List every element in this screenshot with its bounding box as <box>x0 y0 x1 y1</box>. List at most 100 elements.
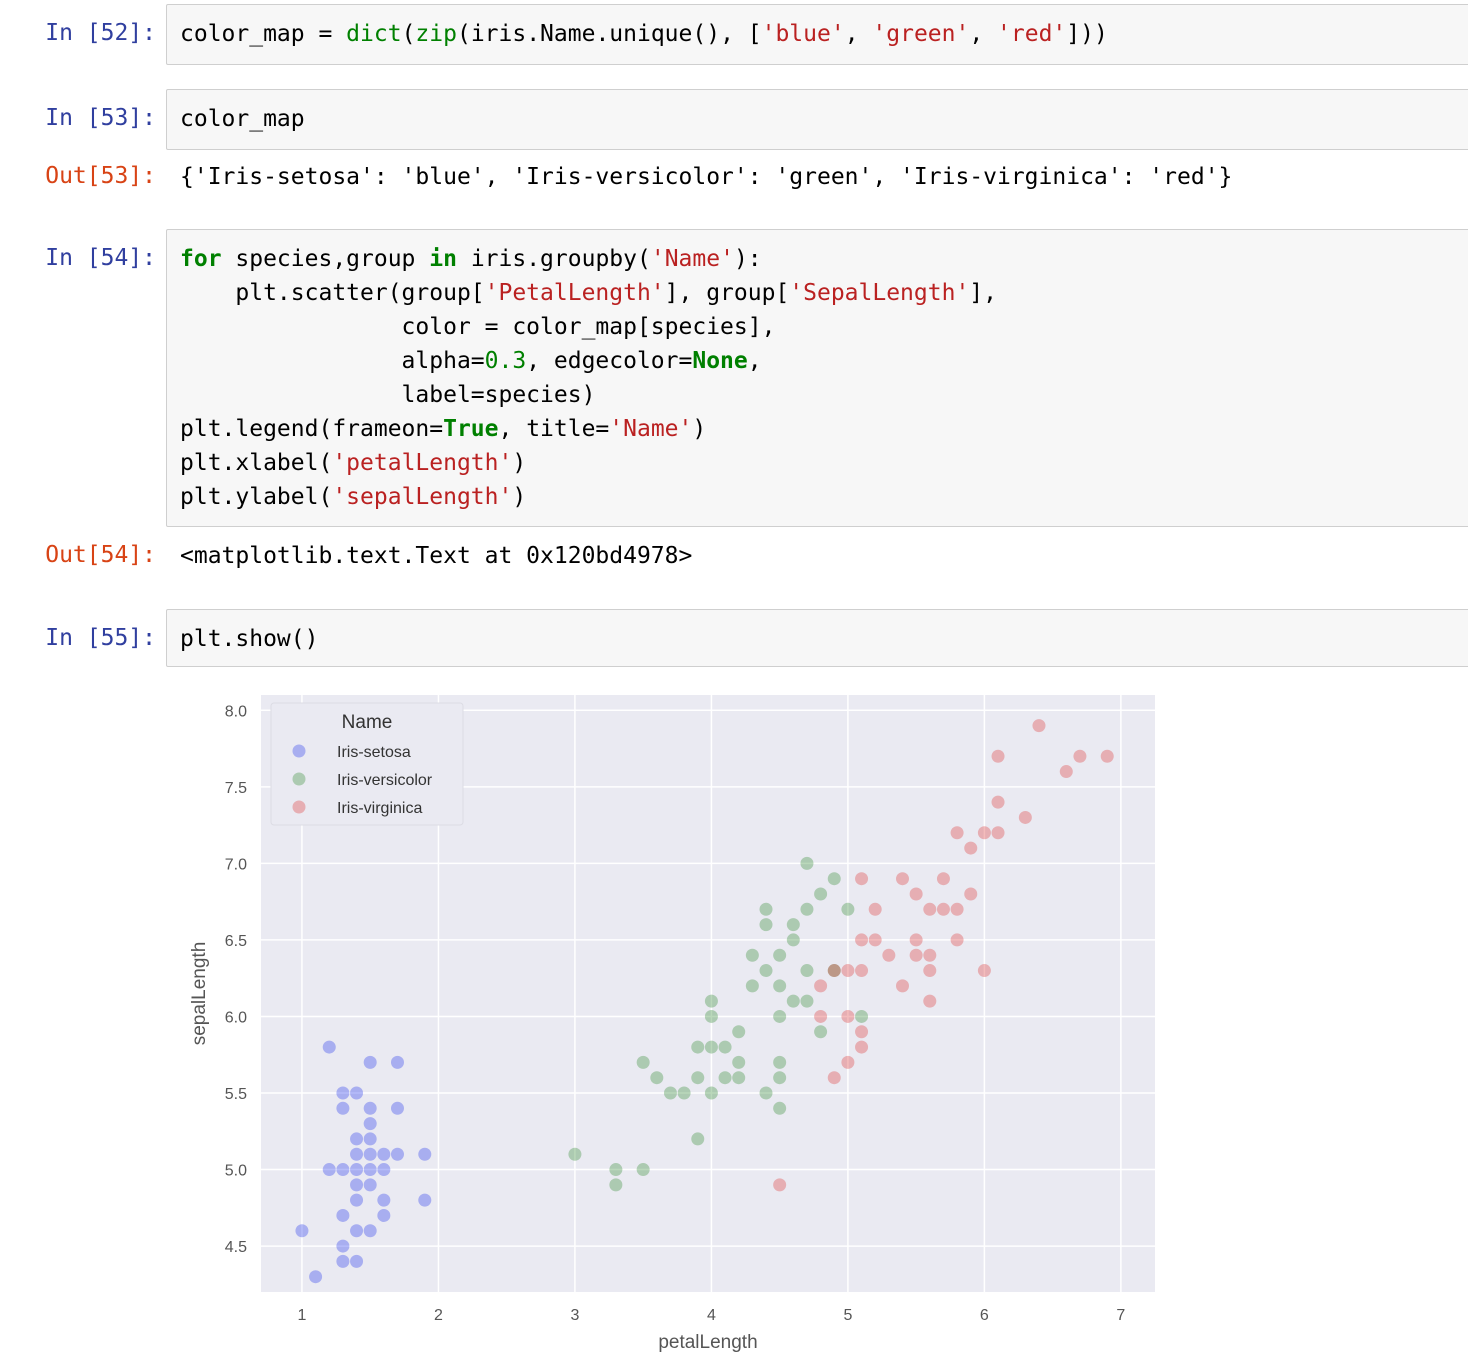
code-token: plt.xlabel( <box>180 450 333 476</box>
data-point <box>322 1163 336 1177</box>
data-point <box>773 1009 787 1023</box>
data-point <box>418 1193 432 1207</box>
data-point <box>350 1163 364 1177</box>
data-point <box>322 1040 336 1054</box>
data-point <box>909 933 923 947</box>
cell-54-code: for species,group in iris.groupby('Name'… <box>180 242 997 514</box>
x-tick-label: 1 <box>297 1307 306 1324</box>
cell-53-output: {'Iris-setosa': 'blue', 'Iris-versicolor… <box>180 164 1233 190</box>
code-token: , <box>844 21 873 47</box>
data-point <box>609 1163 623 1177</box>
code-token: ], <box>969 280 997 306</box>
data-point <box>950 933 964 947</box>
data-point <box>759 902 773 916</box>
data-point <box>977 964 991 978</box>
code-token: ) <box>692 416 707 442</box>
data-point <box>923 902 937 916</box>
code-token: for <box>180 246 222 272</box>
data-point <box>363 1224 377 1238</box>
data-point <box>773 1178 787 1192</box>
cell-53-input[interactable] <box>166 89 1468 150</box>
code-token: , title= <box>498 416 610 442</box>
y-tick-label: 4.5 <box>225 1239 247 1256</box>
code-token: 0.3 <box>484 348 527 374</box>
data-point <box>923 948 937 962</box>
data-point <box>814 1025 828 1039</box>
x-tick-label: 7 <box>1116 1307 1125 1324</box>
code-token: 'Name' <box>650 246 734 272</box>
data-point <box>855 964 869 978</box>
data-point <box>377 1193 391 1207</box>
cell-53-out-prompt: Out[53]: <box>45 163 156 189</box>
data-point <box>882 948 896 962</box>
y-tick-label: 6.0 <box>225 1009 247 1026</box>
data-point <box>800 902 814 916</box>
code-token: ( <box>401 21 416 47</box>
data-point <box>855 933 869 947</box>
data-point <box>704 994 718 1008</box>
cell-54-output: <matplotlib.text.Text at 0x120bd4978> <box>180 543 693 569</box>
data-point <box>814 979 828 993</box>
code-token: 'sepalLength' <box>332 484 513 510</box>
data-point <box>827 872 841 886</box>
legend-label: Iris-virginica <box>337 800 422 817</box>
legend-title: Name <box>342 712 393 733</box>
data-point <box>1100 749 1114 763</box>
data-point <box>841 1009 855 1023</box>
y-tick-label: 5.5 <box>225 1086 247 1103</box>
data-point <box>704 1009 718 1023</box>
data-point <box>745 948 759 962</box>
code-token: plt.ylabel( <box>180 484 333 510</box>
data-point <box>350 1193 364 1207</box>
data-point <box>350 1147 364 1161</box>
data-point <box>650 1071 664 1085</box>
data-point <box>991 826 1005 840</box>
data-point <box>390 1055 404 1069</box>
data-point <box>1073 749 1087 763</box>
data-point <box>636 1163 650 1177</box>
data-point <box>418 1147 432 1161</box>
data-point <box>336 1239 350 1253</box>
cell-52-code: color_map = dict(zip(iris.Name.unique(),… <box>180 17 1108 51</box>
data-point <box>800 964 814 978</box>
data-point <box>309 1270 323 1284</box>
cell-55-code: plt.show() <box>180 626 319 652</box>
y-tick-label: 6.5 <box>225 933 247 950</box>
data-point <box>786 994 800 1008</box>
data-point <box>895 872 909 886</box>
y-axis-label: sepalLength <box>189 942 210 1046</box>
data-point <box>745 979 759 993</box>
data-point <box>1032 719 1046 733</box>
cell-52-input[interactable] <box>166 4 1468 65</box>
data-point <box>827 964 841 978</box>
data-point <box>786 933 800 947</box>
x-tick-label: 3 <box>570 1307 579 1324</box>
x-axis-label: petalLength <box>658 1332 757 1353</box>
code-token: 'green' <box>872 21 970 47</box>
cell-54-input[interactable] <box>166 229 1468 527</box>
data-point <box>350 1254 364 1268</box>
code-token: color = color_map[species], <box>180 314 776 340</box>
data-point <box>363 1117 377 1131</box>
code-token: ])) <box>1066 21 1108 47</box>
legend-label: Iris-versicolor <box>337 772 433 789</box>
cell-54-out-prompt: Out[54]: <box>45 542 156 568</box>
data-point <box>964 841 978 855</box>
data-point <box>964 887 978 901</box>
data-point <box>363 1147 377 1161</box>
code-token: zip <box>415 21 457 47</box>
data-point <box>814 1009 828 1023</box>
data-point <box>363 1101 377 1115</box>
legend-marker <box>292 744 306 758</box>
cell-55-input[interactable] <box>166 609 1468 667</box>
code-token: 'SepalLength' <box>789 280 970 306</box>
data-point <box>704 1086 718 1100</box>
code-token: , <box>747 348 762 374</box>
legend: Name Iris-setosa Iris-versicolor Iris-virgi… <box>270 702 464 826</box>
data-point <box>691 1132 705 1146</box>
legend-marker <box>292 772 306 786</box>
code-token: plt.scatter(group[ <box>180 280 485 306</box>
code-token: color_map = <box>180 21 347 47</box>
data-point <box>909 887 923 901</box>
data-point <box>977 826 991 840</box>
